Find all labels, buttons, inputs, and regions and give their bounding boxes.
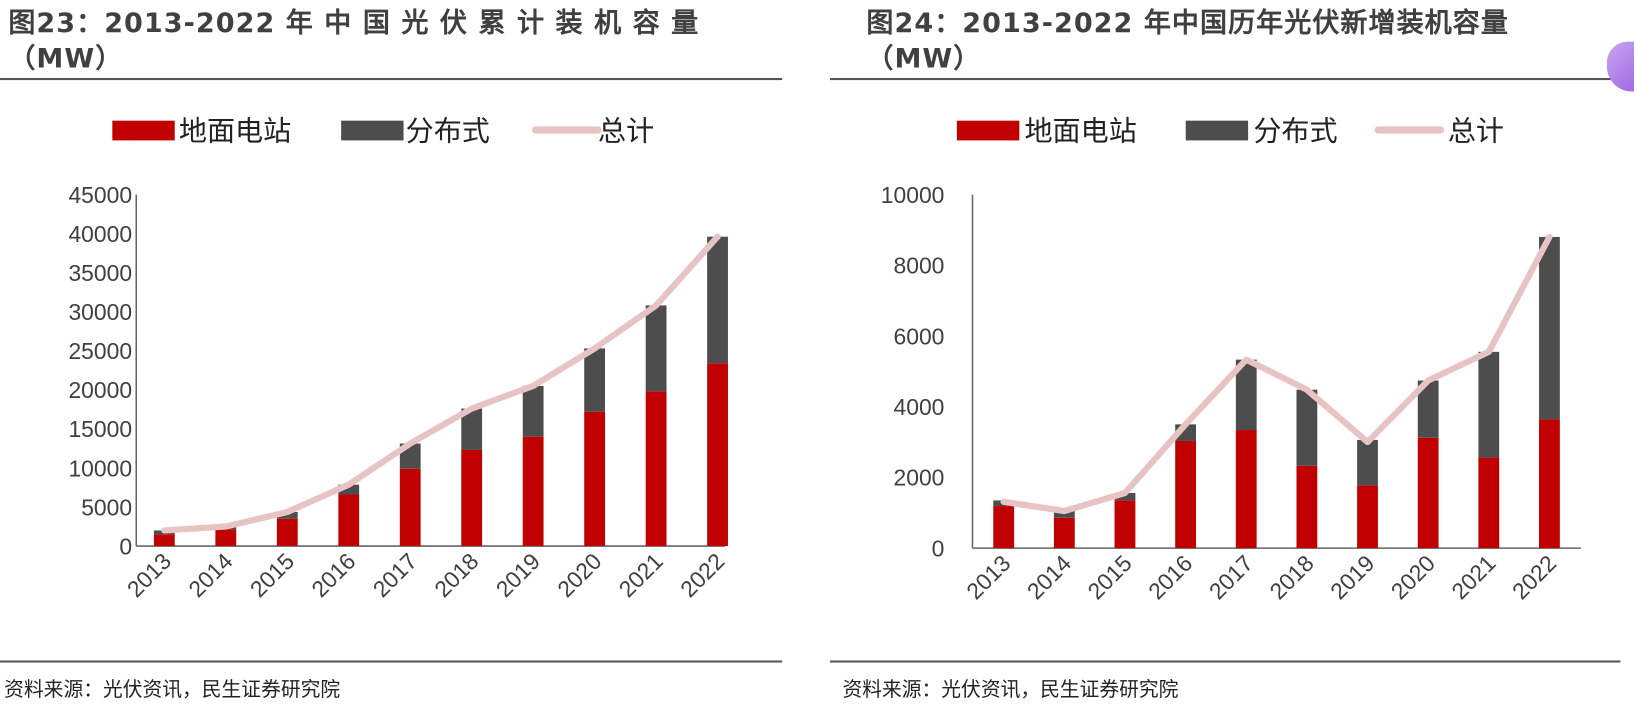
legend-label-1: 分布式 (1253, 114, 1337, 147)
source-note-left: 资料来源：光伏资讯，民生证券研究院 (4, 678, 341, 702)
chart-title-right-unit: （MW） (866, 43, 982, 75)
chart-title-right: 图24：2013-2022 年中国历年光伏新增装机容量 (866, 8, 1509, 40)
bar-2020-1 (584, 348, 606, 412)
legend-label-2: 总计 (1448, 114, 1504, 147)
x-tick-label: 2015 (1082, 550, 1136, 604)
bar-2018-1 (1296, 389, 1318, 466)
bar-2015-1 (1114, 492, 1136, 501)
x-tick-label: 2014 (1022, 550, 1077, 605)
x-tick-label: 2020 (1386, 550, 1440, 604)
legend-swatch-0 (956, 120, 1020, 141)
total-line (1000, 233, 1553, 515)
bar-2014-1 (1053, 511, 1075, 518)
x-tick-label: 2013 (961, 550, 1015, 604)
bar-2022-0 (707, 363, 728, 547)
bar-2017-1 (1235, 359, 1257, 431)
bar-2016-1 (338, 484, 360, 495)
bar-2019-0 (1357, 485, 1378, 549)
y-tick-label: 10000 (68, 455, 132, 481)
bar-2021-0 (645, 391, 667, 547)
legend-label-0: 地面电站 (179, 114, 291, 147)
legend-swatch-1 (341, 120, 404, 141)
source-divider-left (0, 660, 783, 663)
bar-2016-0 (1175, 440, 1197, 549)
y-tick-label: 20000 (68, 377, 132, 403)
y-tick-label: 5000 (81, 494, 132, 520)
total-line (161, 233, 721, 534)
source-note-right: 资料来源：光伏资讯，民生证券研究院 (842, 678, 1179, 702)
title-divider-right (829, 78, 1621, 81)
x-tick-label: 2017 (1204, 550, 1258, 604)
x-tick-label: 2019 (1325, 550, 1379, 604)
bar-2014-0 (1053, 517, 1075, 549)
y-tick-label: 25000 (68, 338, 132, 364)
y-tick-label: 10000 (881, 182, 945, 208)
bar-2018-0 (461, 449, 483, 547)
bar-2019-1 (1357, 439, 1378, 486)
bar-2020-0 (584, 411, 606, 547)
bar-2017-0 (399, 468, 421, 547)
y-tick-label: 15000 (68, 416, 132, 442)
legend-swatch-1 (1185, 120, 1249, 141)
x-tick-label: 2016 (1143, 550, 1197, 604)
legend-label-1: 分布式 (406, 114, 490, 147)
bar-2022-1 (707, 236, 728, 364)
x-tick-label: 2022 (1507, 550, 1561, 604)
bar-2015-1 (276, 511, 298, 519)
y-tick-label: 45000 (68, 182, 132, 208)
y-tick-label: 0 (119, 533, 132, 559)
bar-2013-0 (993, 506, 1015, 549)
y-tick-label: 8000 (894, 253, 945, 279)
bar-2020-1 (1417, 380, 1439, 438)
y-tick-label: 35000 (68, 260, 132, 286)
bar-2022-1 (1539, 236, 1560, 420)
bar-2019-1 (522, 385, 544, 437)
bar-2021-0 (1478, 457, 1500, 549)
title-divider-left (0, 78, 783, 81)
source-divider-right (829, 660, 1621, 663)
y-tick-label: 4000 (894, 394, 945, 420)
bar-2016-0 (338, 494, 360, 547)
bar-2017-0 (1235, 430, 1257, 549)
bar-2018-1 (461, 408, 483, 450)
chart-left: 地面电站 分布式 总计 0 5000 10000 15000 20000 25000 30000 3… (68, 114, 729, 602)
bar-2021-1 (1478, 351, 1500, 458)
legend-swatch-0 (112, 120, 175, 141)
y-tick-label: 30000 (68, 299, 132, 325)
bar-2021-1 (645, 305, 667, 392)
y-tick-label: 2000 (894, 465, 945, 491)
y-tick-label: 40000 (68, 221, 132, 247)
bar-2013-0 (153, 534, 175, 547)
bar-2014-0 (215, 529, 237, 547)
bar-2018-0 (1296, 465, 1318, 549)
bar-2022-0 (1539, 419, 1560, 549)
legend-label-2: 总计 (598, 114, 654, 147)
chart-title-left: 图23：2013-2022 年 中 国 光 伏 累 计 装 机 容 量 (8, 8, 700, 40)
legend-label-0: 地面电站 (1024, 114, 1136, 147)
y-tick-label: 6000 (894, 323, 945, 349)
x-tick-label: 2018 (1264, 550, 1318, 604)
x-tick-label: 2021 (1446, 550, 1500, 604)
bar-2020-0 (1417, 437, 1439, 549)
chart-title-left-unit: （MW） (8, 43, 124, 75)
bar-2015-0 (276, 518, 298, 547)
bar-2019-0 (522, 436, 544, 547)
y-tick-label: 0 (932, 535, 945, 561)
bar-2015-0 (1114, 500, 1136, 549)
